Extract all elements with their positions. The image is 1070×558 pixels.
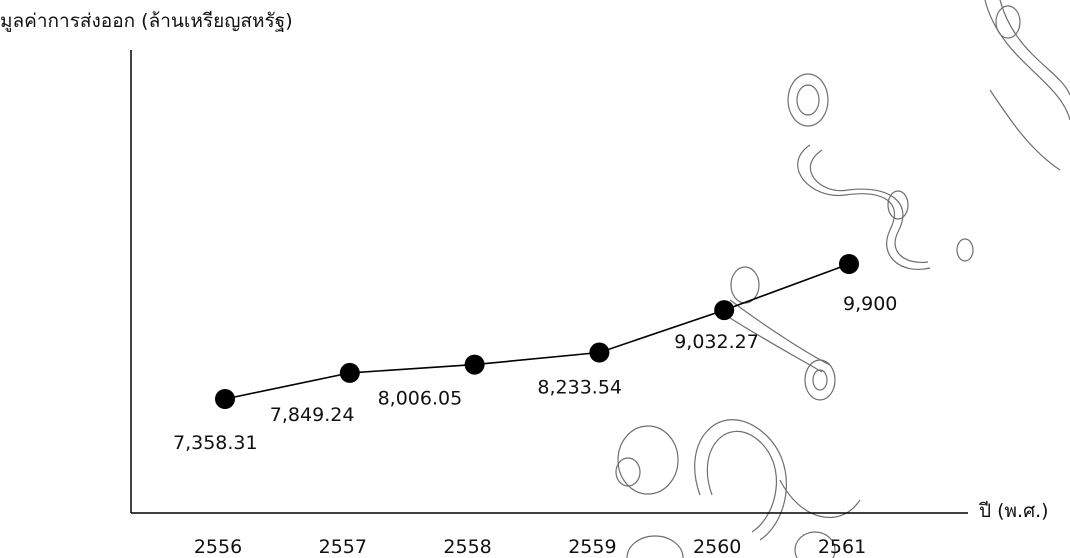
data-point-2556 [215,389,235,409]
data-label-2560: 9,032.27 [674,331,759,353]
data-point-2559 [589,342,610,363]
markers [215,254,859,409]
data-label-2559: 8,233.54 [537,377,622,399]
data-label-2557: 7,849.24 [270,404,355,426]
x-tick-2558: 2558 [443,536,491,558]
y-axis-label: มูลค่าการส่งออก (ล้านเหรียญสหรัฐ) [0,10,293,32]
x-tick-2559: 2559 [568,536,616,558]
data-point-2561 [839,254,859,274]
data-label-2561: 9,900 [843,293,897,315]
data-point-2560 [714,300,735,321]
series-line [224,263,850,400]
x-tick-2557: 2557 [319,536,367,558]
x-axis-label: ปี (พ.ศ.) [979,500,1049,522]
data-point-2558 [464,354,485,375]
x-tick-2561: 2561 [818,536,866,558]
data-labels: 7,358.31 7,849.24 8,006.05 8,233.54 9,032.27… [173,293,897,454]
x-tick-labels: 2556 2557 2558 2559 2560 2561 [194,536,866,558]
watermark [615,0,1070,558]
x-tick-2556: 2556 [194,536,242,558]
data-point-2557 [339,362,360,383]
x-tick-2560: 2560 [693,536,741,558]
data-label-2558: 8,006.05 [378,388,463,410]
data-label-2556: 7,358.31 [173,432,258,454]
